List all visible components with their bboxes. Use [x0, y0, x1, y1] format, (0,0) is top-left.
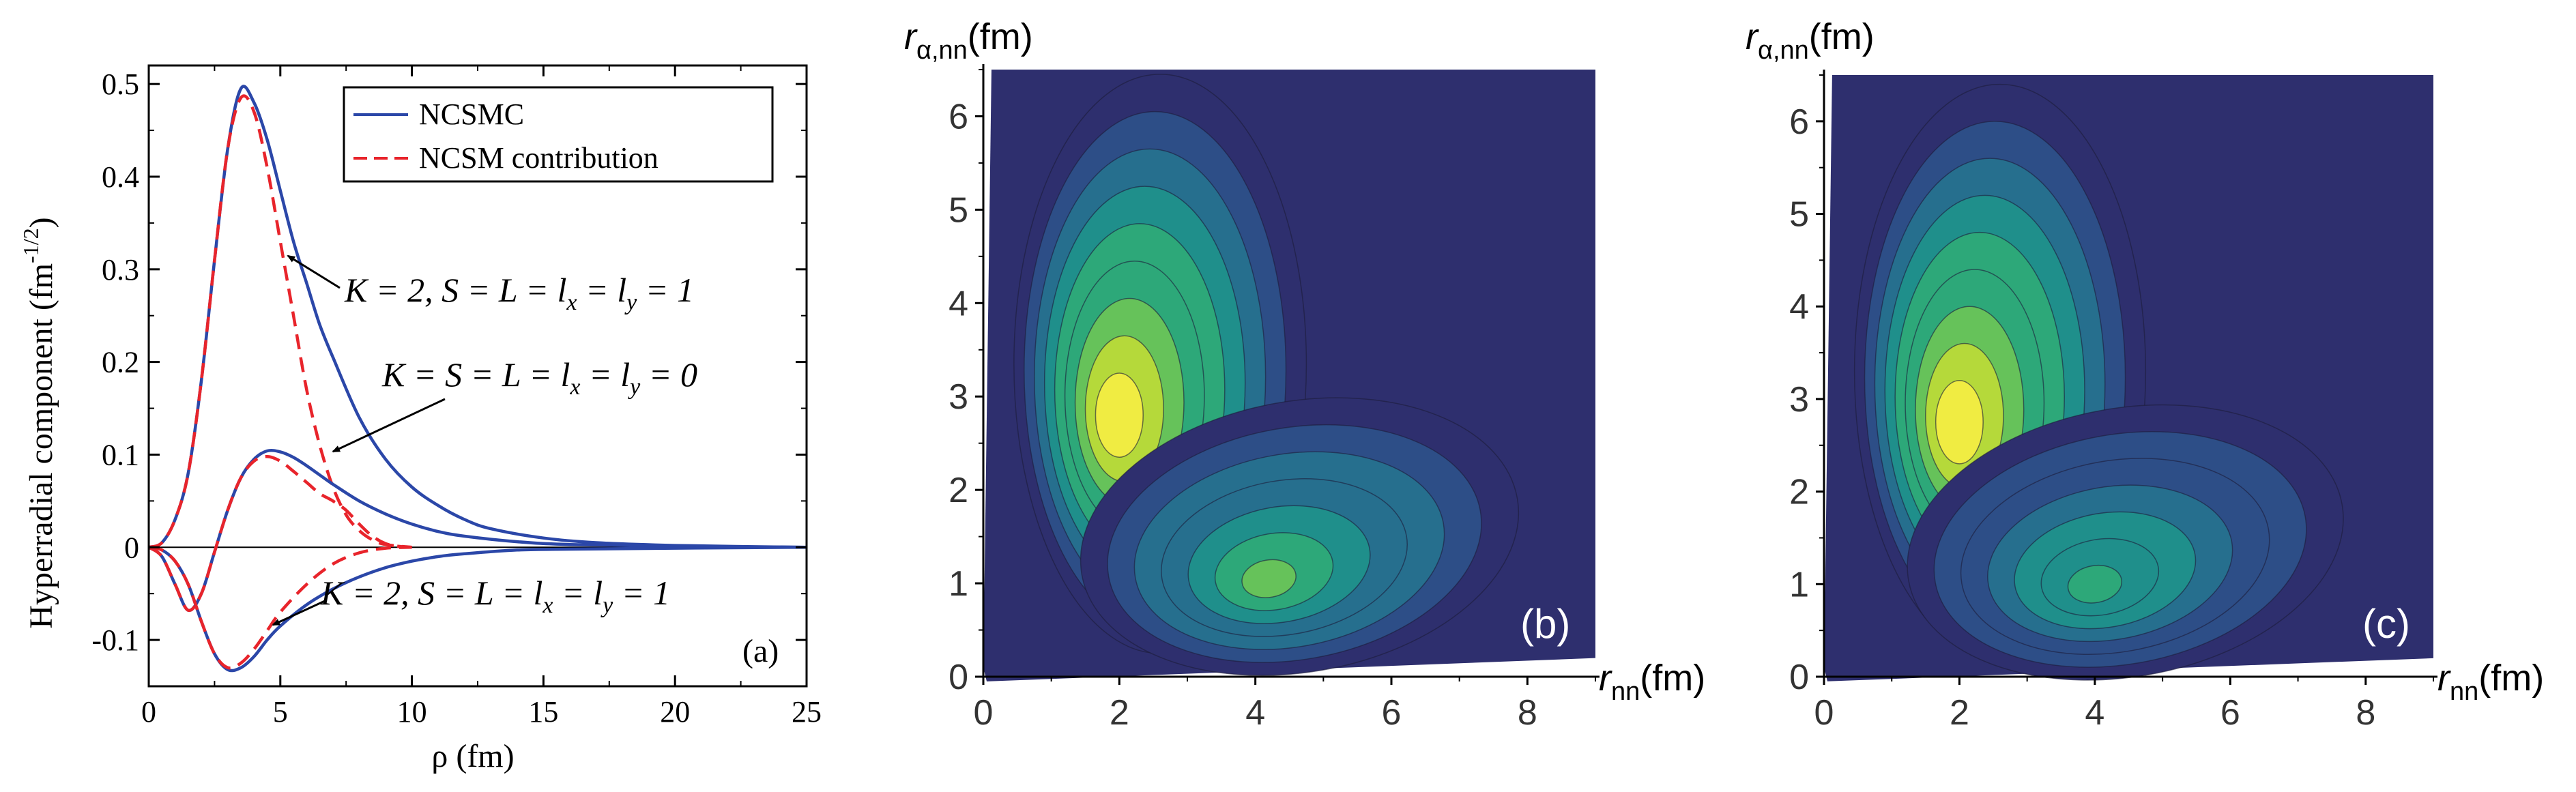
y-tick-label: 0.3	[102, 253, 139, 287]
y-tick-label: 6	[1789, 102, 1809, 142]
x-tick-label: 4	[1245, 693, 1265, 733]
annotation-middle: K = S = L = lx = ly = 0	[381, 355, 697, 400]
lower-lobe-contour	[1241, 559, 1297, 598]
ncsm-series-line	[148, 94, 412, 549]
x-tick-label: 0	[1814, 693, 1834, 733]
legend-box	[343, 86, 774, 183]
y-tick-label: 2	[1789, 473, 1809, 512]
panel-c-y-axis-label: rα,nn(fm)	[1746, 16, 1875, 65]
x-tick-label: 20	[660, 695, 690, 729]
annotation-arrow-middle	[332, 398, 446, 453]
panel-b-y-axis-label: rα,nn(fm)	[904, 16, 1033, 65]
y-tick-label: 3	[1789, 380, 1809, 420]
x-tick-label: 4	[2085, 693, 2104, 733]
panel-b-label: (b)	[1520, 601, 1570, 647]
x-tick-label: 5	[273, 695, 288, 729]
annotation-arrow-upper	[287, 254, 341, 289]
y-tick-label: 0	[1789, 658, 1809, 697]
panel-a-legend: NCSMC NCSM contribution	[343, 86, 774, 183]
y-tick-label: 0.4	[102, 160, 139, 194]
upper-lobe-contour	[1095, 372, 1144, 458]
y-tick-label: 0.5	[102, 68, 139, 101]
panel-b-contours	[983, 70, 1595, 681]
x-tick-label: 0	[141, 695, 156, 729]
panel-c-axes: 0 2 4 6 8 0 1 2 3 4 5 6	[1789, 70, 2437, 733]
x-tick-label: 2	[1110, 693, 1129, 733]
y-tick-label: 0.1	[102, 438, 139, 471]
legend-label-ncsm: NCSM contribution	[419, 141, 659, 175]
panel-c-x-axis-label: rnn(fm)	[2437, 658, 2544, 706]
y-tick-label: 2	[949, 471, 968, 510]
annotation-lower: K = 2, S = L = lx = ly = 1	[320, 574, 670, 618]
x-tick-label: 25	[792, 695, 822, 729]
y-tick-label: 1	[949, 564, 968, 604]
panel-b-x-axis-label: rnn(fm)	[1599, 658, 1705, 706]
panel-b-axes: 0 2 4 6 8 0 1 2 3 4 5 6	[949, 64, 1600, 733]
panel-c-contour-plot: 0 2 4 6 8 0 1 2 3 4 5 6 (c) rα,nn(fm) rnn(fm)	[1746, 16, 2544, 733]
ncsmc-series-line	[148, 85, 807, 549]
panel-a-x-axis-label: ρ (fm)	[431, 738, 514, 774]
y-tick-label: 0	[124, 531, 139, 564]
panel-a-y-axis-label: Hyperradial component (fm-1/2)	[18, 217, 59, 628]
legend-label-ncsmc: NCSMC	[419, 98, 524, 131]
annotation-arrow-lower	[272, 599, 327, 626]
panel-c-label: (c)	[2362, 601, 2410, 647]
panel-a-ticks: 0 5 10 15 20 25 -0.1 0 0.1 0.2 0.3 0.4 0.5	[91, 65, 822, 729]
y-tick-label: 4	[949, 284, 968, 323]
panel-a-annotations: K = 2, S = L = lx = ly = 1 K = S = L = l…	[272, 254, 697, 626]
lower-lobe-contour	[2067, 564, 2123, 604]
x-tick-label: 6	[1382, 693, 1402, 733]
y-tick-label: 0	[949, 658, 968, 697]
panel-a-series	[147, 85, 807, 673]
x-tick-label: 0	[974, 693, 994, 733]
panel-b-contour-plot: 0 2 4 6 8 0 1 2 3 4 5 6 (b) rα,nn(fm) rnn(fm)	[904, 16, 1705, 733]
panel-a-label: (a)	[742, 633, 779, 669]
y-tick-label: 0.2	[102, 346, 139, 379]
panel-a-line-chart: 0 5 10 15 20 25 -0.1 0 0.1 0.2 0.3 0.4 0.5 NCSMC NCS…	[18, 64, 822, 774]
y-tick-label: 5	[949, 190, 968, 230]
ncsmc-series-line	[148, 546, 807, 673]
y-tick-label: 4	[1789, 287, 1809, 327]
y-tick-label: 3	[949, 377, 968, 417]
y-tick-label: 1	[1789, 565, 1809, 604]
x-tick-label: 8	[2356, 693, 2375, 733]
y-tick-label: -0.1	[91, 624, 139, 657]
panel-c-contours	[1824, 75, 2433, 681]
x-tick-label: 2	[1950, 693, 1969, 733]
x-tick-label: 15	[528, 695, 558, 729]
y-tick-label: 5	[1789, 195, 1809, 235]
ncsm-series-line	[148, 546, 412, 670]
ncsm-series-line	[147, 454, 412, 613]
x-tick-label: 10	[397, 695, 427, 729]
upper-lobe-contour	[1935, 380, 1984, 465]
x-tick-label: 8	[1518, 693, 1537, 733]
x-tick-label: 6	[2220, 693, 2240, 733]
annotation-upper: K = 2, S = L = lx = ly = 1	[344, 271, 694, 315]
y-tick-label: 6	[949, 97, 968, 136]
